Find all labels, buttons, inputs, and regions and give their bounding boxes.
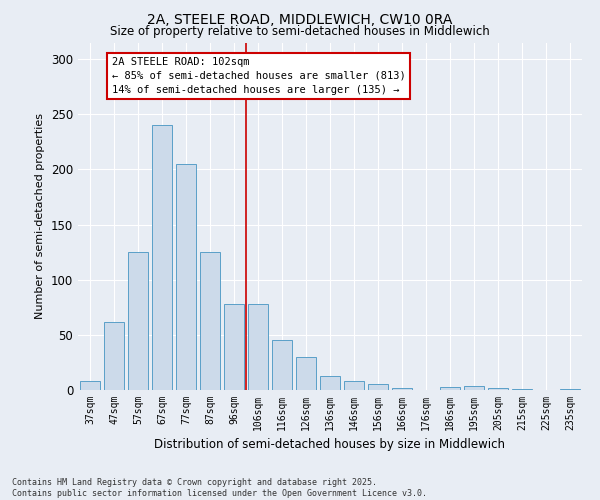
Bar [344,381,364,390]
Y-axis label: Number of semi-detached properties: Number of semi-detached properties [35,114,46,320]
Bar [200,252,220,390]
Bar [128,252,148,390]
Bar [152,125,172,390]
Bar [248,304,268,390]
Bar [224,304,244,390]
Bar [464,386,484,390]
Bar [440,386,460,390]
Bar [272,340,292,390]
Bar [560,389,580,390]
Bar [320,376,340,390]
Text: 2A, STEELE ROAD, MIDDLEWICH, CW10 0RA: 2A, STEELE ROAD, MIDDLEWICH, CW10 0RA [148,12,452,26]
Bar [296,357,316,390]
Text: Contains HM Land Registry data © Crown copyright and database right 2025.
Contai: Contains HM Land Registry data © Crown c… [12,478,427,498]
Text: 2A STEELE ROAD: 102sqm
← 85% of semi-detached houses are smaller (813)
14% of se: 2A STEELE ROAD: 102sqm ← 85% of semi-det… [112,57,406,95]
Bar [368,384,388,390]
Bar [512,389,532,390]
Bar [80,381,100,390]
Text: Size of property relative to semi-detached houses in Middlewich: Size of property relative to semi-detach… [110,25,490,38]
Bar [392,388,412,390]
X-axis label: Distribution of semi-detached houses by size in Middlewich: Distribution of semi-detached houses by … [155,438,505,452]
Bar [104,322,124,390]
Bar [176,164,196,390]
Bar [488,388,508,390]
